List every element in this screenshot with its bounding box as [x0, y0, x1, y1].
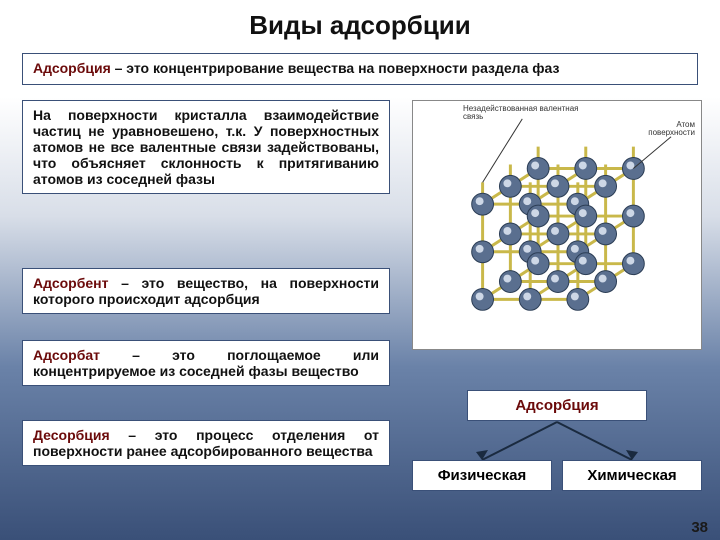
term-adsorption: Адсорбция [33, 60, 111, 76]
definition-adsorption: Адсорбция – это концентрирование веществ… [22, 53, 698, 85]
tree-leaf-chemical: Химическая [562, 460, 702, 491]
page-number: 38 [691, 519, 708, 536]
page-title: Виды адсорбции [0, 0, 720, 49]
lattice-svg [413, 101, 701, 349]
definition-adsorbent: Адсорбент – это вещество, на поверхности… [22, 268, 390, 314]
term-adsorbat: Адсорбат [33, 347, 100, 363]
crystal-lattice-figure: Незадействованная валентная связь Атом п… [412, 100, 702, 350]
term-desorption: Десорбция [33, 427, 110, 443]
definition-adsorbat: Адсорбат – это поглощаемое или концентри… [22, 340, 390, 386]
definition-desorption: Десорбция – это процесс отделения от пов… [22, 420, 390, 466]
term-adsorbent: Адсорбент [33, 275, 108, 291]
tree-lines [412, 390, 702, 510]
paragraph-crystal: На поверхности кристалла взаимодействие … [22, 100, 390, 194]
def-adsorption-text: – это концентрирование вещества на повер… [111, 60, 560, 76]
classification-tree: Адсорбция Физическая Химическая [412, 390, 702, 510]
tree-leaf-physical: Физическая [412, 460, 552, 491]
figure-label-atom: Атом поверхности [635, 121, 695, 138]
figure-label-bond: Незадействованная валентная связь [463, 105, 583, 122]
